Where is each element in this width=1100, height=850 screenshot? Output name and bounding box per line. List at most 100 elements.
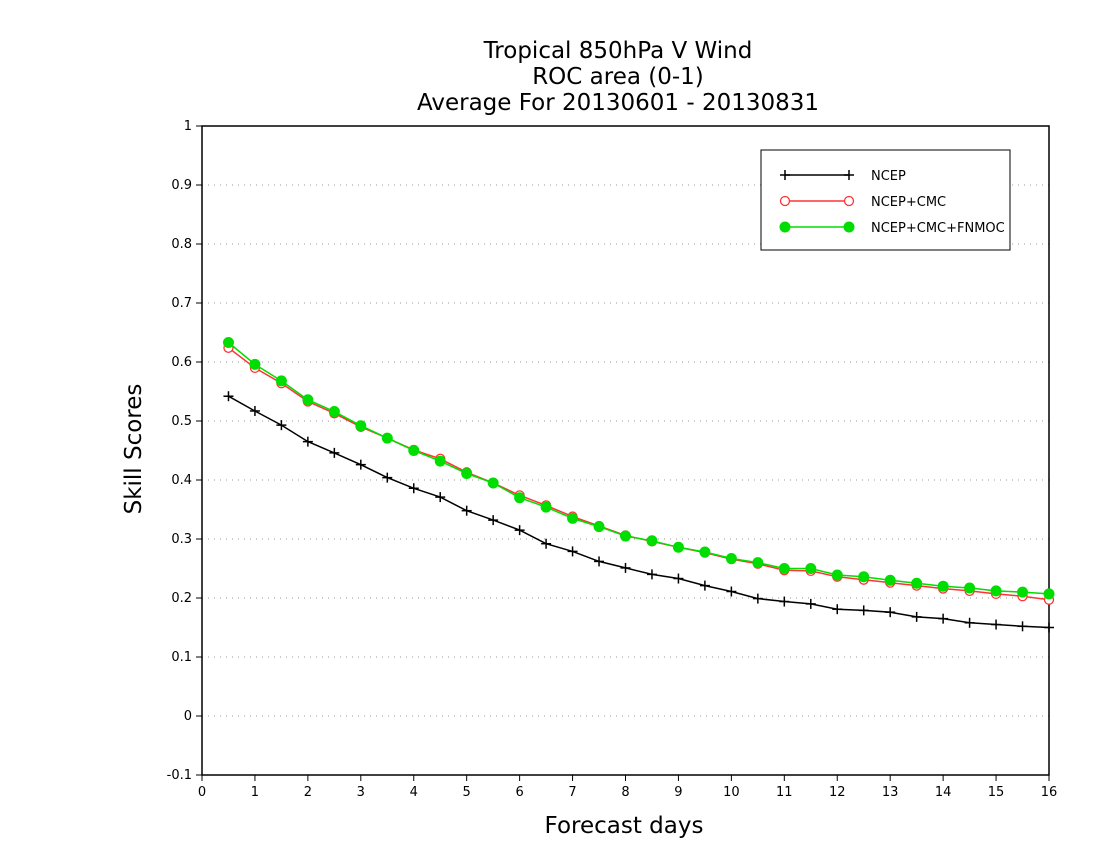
x-tick-label: 7 [568,785,576,800]
x-tick-label: 2 [304,785,312,800]
point-plus-marker [302,436,313,447]
point-filled-circle-marker [964,582,976,594]
point-plus-marker [780,170,790,180]
x-tick-label: 8 [621,785,629,800]
x-tick-label: 12 [829,785,846,800]
point-filled-circle-marker [249,358,261,370]
point-filled-circle-marker [779,221,791,233]
series-group [222,337,1055,633]
point-plus-marker [858,605,869,616]
point-filled-circle-marker [990,585,1002,597]
point-filled-circle-marker [434,455,446,467]
point-plus-marker [567,546,578,557]
legend: NCEP NCEP+CMC NCEP+CMC+FNMOC [760,149,1011,251]
point-plus-marker [911,611,922,622]
series-line [228,347,1050,601]
point-plus-marker [885,607,896,618]
legend-label: NCEP [871,169,906,184]
x-tick-label: 4 [410,785,418,800]
point-plus-marker [408,483,419,494]
legend-box [760,149,1011,251]
point-filled-circle-marker [725,552,737,564]
point-open-circle-marker [779,195,791,207]
point-plus-marker [461,505,472,516]
point-plus-marker [752,593,763,604]
point-open-circle-marker [843,195,855,207]
point-filled-circle-marker [461,468,473,480]
series-ncep-cmc-fnmoc [222,337,1055,600]
point-filled-circle-marker [699,546,711,558]
point-plus-marker [435,492,446,503]
y-tick-label: 0.8 [171,237,192,252]
point-plus-marker [779,596,790,607]
x-tick-label: 10 [723,785,740,800]
x-tick-label: 0 [198,785,206,800]
x-tick-label: 14 [935,785,952,800]
point-plus-marker [620,562,631,573]
title-line-2: ROC area (0-1) [532,64,704,90]
point-filled-circle-marker [275,375,287,387]
point-plus-marker [276,420,287,431]
point-filled-circle-marker [646,535,658,547]
point-filled-circle-marker [1017,586,1029,598]
y-tick-label: 0.4 [171,473,192,488]
y-tick-label: 0.9 [171,178,192,193]
point-filled-circle-marker [222,337,234,349]
point-filled-circle-marker [567,512,579,524]
point-filled-circle-marker [884,574,896,586]
y-tick-label: 0.1 [171,650,192,665]
point-plus-marker [673,573,684,584]
x-tick-label: 16 [1041,785,1058,800]
point-plus-marker [594,556,605,567]
point-plus-marker [805,598,816,609]
x-tick-label: 6 [515,785,523,800]
point-filled-circle-marker [302,394,314,406]
y-axis-label: Skill Scores [121,384,147,515]
point-plus-marker [699,580,710,591]
title-line-1: Tropical 850hPa V Wind [483,38,753,64]
point-plus-marker [832,604,843,615]
point-plus-marker [964,617,975,628]
y-tick-label: 0 [184,709,192,724]
y-tick-label: 0.2 [171,591,192,606]
point-plus-marker [646,569,657,580]
point-filled-circle-marker [911,577,923,589]
series-line [228,341,1050,595]
series-line [228,395,1050,629]
legend-item: NCEP+CMC+FNMOC [779,221,1005,236]
point-filled-circle-marker [514,492,526,504]
point-filled-circle-marker [937,580,949,592]
point-filled-circle-marker [540,501,552,513]
point-plus-marker [1044,622,1054,633]
x-tick-label: 1 [251,785,259,800]
point-plus-marker [938,613,949,624]
x-tick-label: 13 [882,785,899,800]
point-plus-marker [514,525,525,536]
x-axis-label: Forecast days [545,813,704,839]
point-filled-circle-marker [620,530,631,542]
point-filled-circle-marker [805,563,817,574]
y-tick-label: -0.1 [167,768,192,783]
y-tick-label: 0.6 [171,355,192,370]
point-filled-circle-marker [672,541,684,553]
legend-label: NCEP+CMC [871,195,946,210]
y-tick-label: 0.7 [171,296,192,311]
point-filled-circle-marker [843,221,855,233]
x-tick-label: 11 [776,785,793,800]
series-ncep [223,391,1054,633]
point-plus-marker [726,586,737,597]
point-plus-marker [355,459,366,470]
x-tick-label: 15 [988,785,1005,800]
point-plus-marker [329,447,340,458]
series-ncep-cmc [223,342,1055,605]
point-filled-circle-marker [1043,588,1055,600]
y-axis-ticks: -0.1 0 0.1 0.2 0.3 0.4 0.5 0.6 0.7 0.8 0.9 1 [167,119,202,783]
x-tick-label: 3 [357,785,365,800]
point-filled-circle-marker [355,420,367,432]
point-plus-marker [1017,621,1028,632]
point-filled-circle-marker [487,477,499,489]
point-filled-circle-marker [381,432,393,444]
point-plus-marker [991,619,1002,630]
x-axis-ticks: 0 1 2 3 4 5 6 7 8 9 10 11 12 13 14 15 16 [198,775,1057,800]
